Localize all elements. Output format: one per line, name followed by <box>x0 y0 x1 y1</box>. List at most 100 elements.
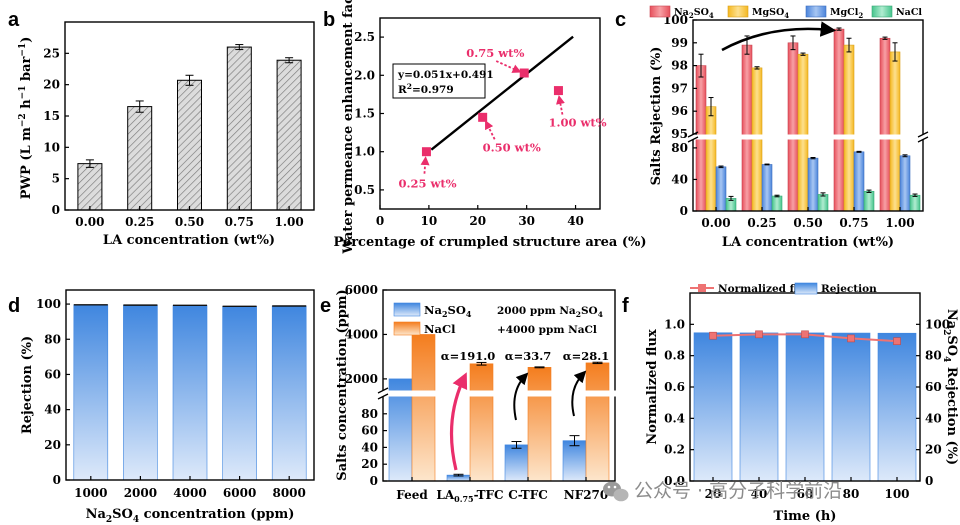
legend: Na2SO4 MgSO4 MgCl2 NaCl <box>649 5 922 20</box>
x-tick-label: LA0.75-TFC <box>436 488 503 504</box>
y-tick-label-right: 40 <box>925 411 942 425</box>
flux-marker <box>709 331 717 340</box>
y-tick-label: 95 <box>671 127 688 141</box>
x-tick-label: 40 <box>751 487 768 501</box>
y-axis-label: Rejection (%) <box>20 336 35 434</box>
fit-line <box>430 35 574 151</box>
legend-label-na2so4: Na2SO4 <box>424 303 472 319</box>
panel-label-d: d <box>8 295 20 317</box>
x-tick-label: 0.00 <box>75 215 104 229</box>
wechat-icon <box>603 481 629 502</box>
legend-label: Na2SO4 <box>674 7 714 20</box>
axis-break <box>375 390 623 397</box>
trend-arrow <box>721 21 837 52</box>
y-tick-label-right: 60 <box>925 380 942 394</box>
x-axis-label: Time (h) <box>774 509 837 524</box>
data-point <box>478 112 488 122</box>
point-pointer <box>420 156 430 174</box>
pink-arrow <box>449 372 468 471</box>
legend: Na2SO4 NaCl 2000 ppm Na2SO4 +4000 ppm Na… <box>393 302 603 336</box>
alpha-label: α=28.1 <box>563 349 610 363</box>
y-tick-label: 2000 <box>345 372 378 386</box>
feed-note-1: 2000 ppm Na2SO4 <box>497 305 603 319</box>
bar <box>127 106 153 211</box>
x-axis-label: LA concentration (wt%) <box>722 235 894 250</box>
x-tick-label: 1.00 <box>885 216 914 230</box>
y-tick-label: 0.6 <box>664 380 685 394</box>
legend-label: MgCl2 <box>830 7 863 20</box>
y-axis-label-right: Na2SO4 Rejection (%) <box>941 309 959 465</box>
bar <box>226 46 252 211</box>
bar <box>877 332 917 482</box>
x-tick-label: 0.75 <box>839 216 868 230</box>
alpha-label: α=191.0 <box>441 349 496 363</box>
feed-note-2: +4000 ppm NaCl <box>497 324 597 336</box>
bar <box>77 163 103 211</box>
y-tick-label: 20 <box>43 78 60 92</box>
bar <box>222 306 257 481</box>
x-tick-label: 0.00 <box>701 216 730 230</box>
panel-label-f: f <box>622 295 629 317</box>
y-axis-label: Water permeance enhancement factor <box>341 0 356 255</box>
r-squared: R2=0.979 <box>398 82 454 96</box>
bar <box>843 44 855 212</box>
y-tick-label: 0 <box>52 203 60 217</box>
bar <box>739 332 779 482</box>
x-tick-label: 60 <box>797 487 814 501</box>
x-tick-label: 4000 <box>173 486 206 500</box>
legend-swatch-na2so4 <box>393 302 421 317</box>
legend-label: MgSO4 <box>752 7 789 20</box>
y-tick-label: 25 <box>43 46 60 60</box>
bar <box>411 334 436 482</box>
black-arrow <box>513 372 529 421</box>
bar <box>276 59 302 211</box>
legend-label-nacl: NaCl <box>424 322 456 336</box>
x-tick-label: 8000 <box>272 486 305 500</box>
legend-label-flux: Normalized flux <box>718 283 812 295</box>
y-tick-label: 0.4 <box>664 411 685 425</box>
bar <box>787 42 799 212</box>
y-tick-label: 10 <box>43 140 60 154</box>
x-tick-label: 2000 <box>124 486 157 500</box>
data-point <box>519 68 529 78</box>
bar <box>785 332 825 482</box>
y-tick-label: 96 <box>671 104 688 118</box>
bar <box>853 151 865 212</box>
y-tick-label: 5 <box>52 172 60 186</box>
bar <box>899 155 911 212</box>
legend-swatch <box>727 5 749 18</box>
bar <box>271 305 307 481</box>
point-label: 0.25 wt% <box>398 177 456 191</box>
legend: Normalized flux Rejection <box>690 282 877 295</box>
flux-marker <box>755 330 763 339</box>
watermark-text: 公众号 · 高分子科学前沿 <box>634 480 842 502</box>
panel-f: f 20 40 60 80 100 0.0 0.2 0.4 0.6 0.8 1.0 0 20 40 60 80… <box>622 282 959 524</box>
bar <box>771 195 783 212</box>
legend-swatch-nacl <box>393 321 421 336</box>
legend-label: NaCl <box>896 7 922 18</box>
bar <box>741 44 753 212</box>
y-tick-label: 6000 <box>345 283 378 297</box>
y-tick-label: 0 <box>680 204 688 218</box>
x-tick-label: 20 <box>469 214 486 228</box>
y-tick-label: 0 <box>370 474 378 488</box>
panel-a: a 0.00 0.25 0.50 0.75 1.00 0 5 10 15 20 25 LA conc… <box>8 9 315 248</box>
black-arrow <box>571 370 587 417</box>
bar <box>504 444 529 482</box>
y-axis-label: Salts concentration (ppm) <box>335 289 350 480</box>
panel-label-c: c <box>615 9 626 31</box>
flux-marker <box>801 330 809 339</box>
data-point <box>553 86 563 96</box>
y-tick-label: 97 <box>671 81 688 95</box>
y-tick-label-right: 0 <box>925 474 933 488</box>
y-tick-label: 20 <box>361 457 378 471</box>
x-tick-label: Feed <box>396 488 428 502</box>
bar <box>527 367 552 482</box>
panel-e: e Feed LA0.75-TFC C-TFC NF270 2000 4000 6000 0 2… <box>320 283 623 504</box>
fit-equation: y=0.051x+0.491 <box>397 69 494 81</box>
y-tick-label: 60 <box>44 367 61 381</box>
point-label: 1.00 wt% <box>548 116 606 130</box>
y-tick-label: 0.2 <box>664 443 685 457</box>
point-pointer <box>556 95 565 115</box>
flux-marker <box>847 334 855 343</box>
